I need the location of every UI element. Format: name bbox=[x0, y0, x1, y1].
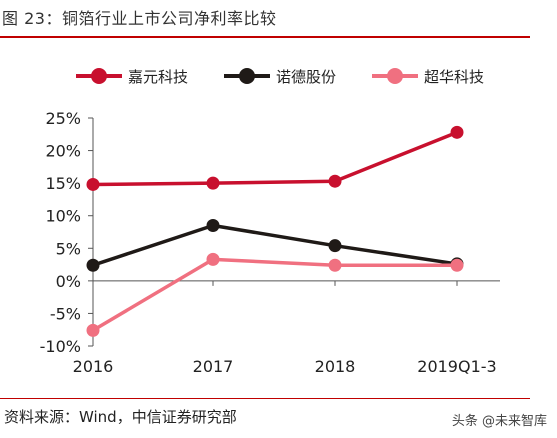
data-point bbox=[328, 239, 342, 253]
series-line-0 bbox=[92, 130, 458, 187]
series-line-2 bbox=[92, 257, 457, 332]
y-tick-label: 15% bbox=[45, 174, 81, 193]
data-point bbox=[206, 176, 220, 190]
legend-label-jiayuan: 嘉元科技 bbox=[128, 67, 189, 86]
legend: 嘉元科技 诺德股份 超华科技 bbox=[76, 64, 520, 88]
legend-label-chaohua: 超华科技 bbox=[424, 67, 485, 86]
x-tick-label: 2018 bbox=[315, 357, 356, 376]
data-point bbox=[328, 258, 342, 272]
x-tick-label: 2016 bbox=[73, 357, 114, 376]
legend-item-norde: 诺德股份 bbox=[224, 66, 336, 87]
y-tick-label: 20% bbox=[45, 142, 81, 161]
data-point bbox=[328, 174, 342, 188]
y-tick-label: 25% bbox=[45, 109, 81, 128]
y-tick-label: 10% bbox=[45, 207, 81, 226]
legend-item-jiayuan: 嘉元科技 bbox=[76, 66, 188, 87]
data-point bbox=[450, 258, 464, 272]
y-tick-label: -5% bbox=[50, 304, 81, 323]
data-point bbox=[206, 252, 220, 266]
source-note: 资料来源：Wind，中信证券研究部 bbox=[4, 408, 237, 426]
data-point bbox=[450, 125, 464, 139]
legend-label-norde: 诺德股份 bbox=[276, 67, 337, 86]
y-tick-label: 0% bbox=[56, 272, 81, 291]
data-point bbox=[86, 323, 100, 337]
data-point bbox=[86, 177, 100, 191]
bottom-divider bbox=[0, 398, 530, 399]
legend-swatch-norde bbox=[224, 68, 271, 84]
legend-item-chaohua: 超华科技 bbox=[372, 66, 484, 87]
chart-title: 图 23：铜箔行业上市公司净利率比较 bbox=[2, 9, 277, 28]
x-tick-label: 2019Q1-3 bbox=[417, 357, 496, 376]
data-point bbox=[206, 218, 220, 232]
x-tick-label: 2017 bbox=[193, 357, 234, 376]
legend-swatch-chaohua bbox=[372, 68, 419, 84]
series-line-1 bbox=[92, 223, 458, 267]
top-divider bbox=[0, 36, 530, 38]
data-point bbox=[86, 258, 100, 272]
y-tick-label: -10% bbox=[40, 337, 81, 356]
legend-swatch-jiayuan bbox=[76, 68, 122, 84]
y-tick-label: 5% bbox=[56, 239, 81, 258]
watermark: 头条 @未来智库 bbox=[451, 414, 547, 429]
